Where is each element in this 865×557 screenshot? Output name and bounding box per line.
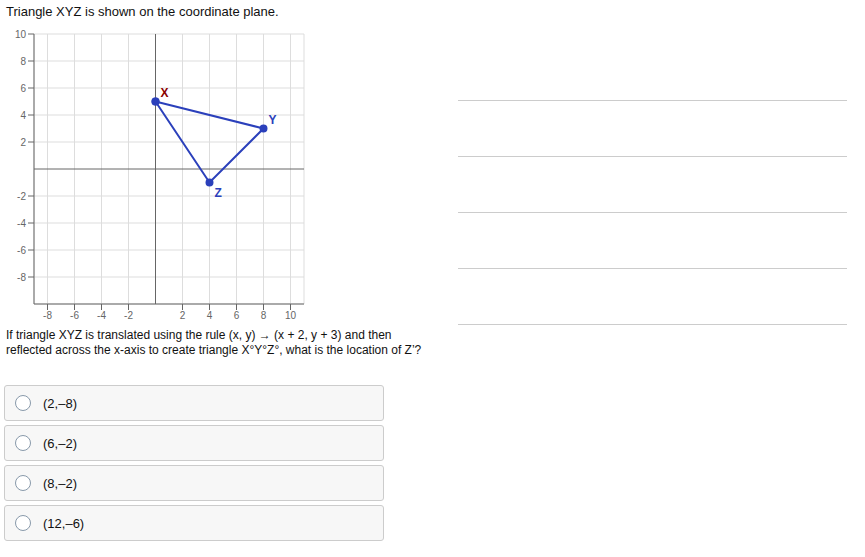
svg-text:-8: -8	[43, 310, 52, 321]
svg-text:X: X	[161, 86, 169, 100]
svg-text:8: 8	[261, 310, 267, 321]
svg-text:2: 2	[20, 137, 26, 148]
svg-text:-4: -4	[17, 218, 26, 229]
svg-text:2: 2	[180, 310, 186, 321]
svg-text:Z: Z	[215, 186, 222, 200]
html-text:(8,–2): (8,–2)	[43, 475, 77, 491]
svg-text:Y: Y	[269, 113, 277, 127]
svg-text:10: 10	[285, 310, 297, 321]
svg-text:-8: -8	[17, 272, 26, 283]
svg-text:-4: -4	[97, 310, 106, 321]
html-text:(6,–2): (6,–2)	[43, 435, 77, 451]
svg-text:6: 6	[234, 310, 240, 321]
svg-text:-6: -6	[70, 310, 79, 321]
html-text:(12,–6): (12,–6)	[43, 515, 85, 531]
svg-text:4: 4	[207, 310, 213, 321]
html-text:Triangle XYZ is shown on the c: Triangle XYZ is shown on the coordinate …	[6, 4, 279, 19]
svg-text:8: 8	[20, 56, 26, 67]
svg-text:-6: -6	[17, 245, 26, 256]
svg-text:6: 6	[20, 83, 26, 94]
svg-text:-2: -2	[124, 310, 133, 321]
svg-text:10: 10	[15, 29, 27, 40]
svg-text:-2: -2	[17, 191, 26, 202]
html-text:(2,–8): (2,–8)	[43, 395, 77, 411]
svg-text:4: 4	[20, 110, 26, 121]
html-text:If triangle XYZ is translated: If triangle XYZ is translated using the …	[6, 328, 422, 357]
